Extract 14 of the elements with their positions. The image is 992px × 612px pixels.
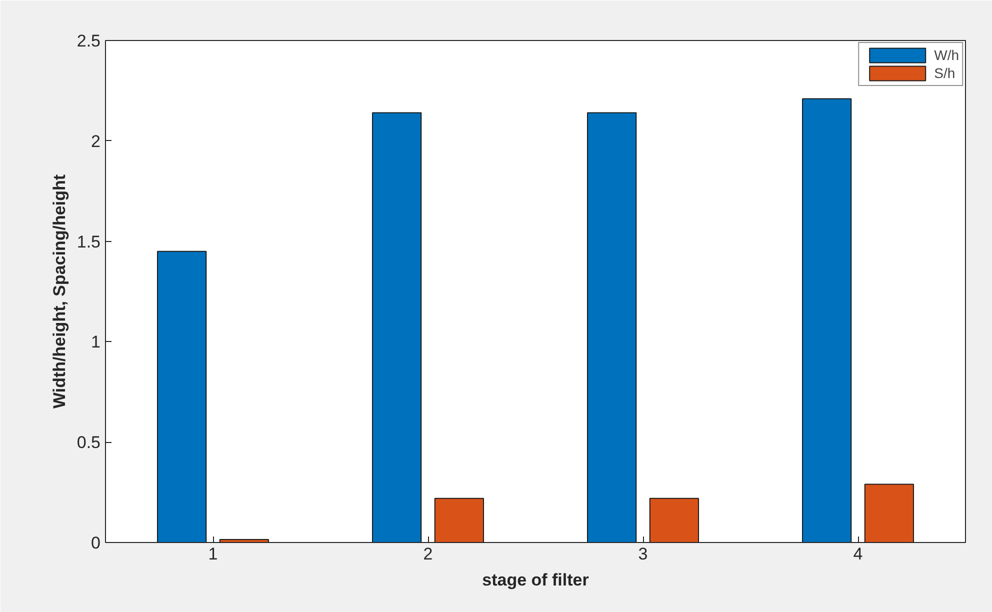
legend-label: S/h [934,64,956,82]
x-tick-label: 3 [638,544,648,564]
y-axis-title: Width/height, Spacing/height [50,174,69,409]
y-tick-label: 0 [91,534,101,552]
y-tick-label: 1 [91,332,101,352]
y-tick-label: 0.5 [76,433,101,452]
y-tick-label: 2 [91,132,101,151]
x-tick-label: 2 [423,544,433,564]
x-axis-title: stage of filter [482,570,590,590]
y-tick-label: 1.5 [76,232,101,252]
legend-label: W/h [934,46,959,64]
y-tick-label: 2.5 [76,32,101,50]
x-tick-label: 4 [853,544,863,564]
x-tick-label: 1 [208,544,218,564]
